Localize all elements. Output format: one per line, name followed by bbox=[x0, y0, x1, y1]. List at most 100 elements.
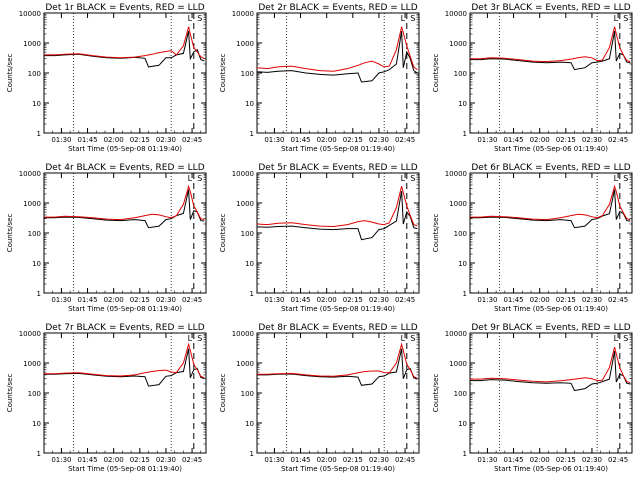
y-tick-label: 1000 bbox=[236, 40, 254, 48]
y-tick-label: 1 bbox=[463, 290, 467, 298]
y-tick-label: 100 bbox=[28, 70, 41, 78]
chart-title: Det 7r BLACK = Events, RED = LLD bbox=[45, 323, 204, 333]
y-tick-label: 100 bbox=[241, 390, 254, 398]
x-tick-label: 01:45 bbox=[290, 456, 310, 464]
x-axis-label: Start Time (05-Sep-08 01:19:40) bbox=[68, 145, 182, 153]
events-series-line bbox=[256, 31, 418, 83]
x-tick-label: 02:15 bbox=[556, 456, 576, 464]
plot-frame bbox=[43, 172, 207, 294]
x-tick-label: 01:45 bbox=[503, 296, 523, 304]
y-tick-label: 1000 bbox=[23, 200, 41, 208]
marker-annotation: S bbox=[623, 14, 628, 23]
y-tick-label: 100 bbox=[454, 70, 467, 78]
x-tick-label: 02:30 bbox=[582, 456, 602, 464]
y-axis-label: Counts/sec bbox=[6, 214, 14, 253]
x-tick-label: 01:45 bbox=[290, 296, 310, 304]
chart-panel: Det 9r BLACK = Events, RED = LLD Counts/s… bbox=[432, 323, 633, 473]
x-tick-label: 01:30 bbox=[477, 296, 497, 304]
chart-title: Det 5r BLACK = Events, RED = LLD bbox=[258, 163, 417, 173]
x-tick-label: 02:00 bbox=[317, 296, 337, 304]
plot-frame bbox=[256, 332, 420, 454]
y-tick-label: 100 bbox=[454, 390, 467, 398]
x-tick-label: 02:00 bbox=[104, 456, 124, 464]
x-tick-label: 02:45 bbox=[182, 296, 202, 304]
x-tick-label: 01:45 bbox=[77, 136, 97, 144]
y-axis-label: Counts/sec bbox=[6, 54, 14, 93]
y-tick-label: 1 bbox=[37, 130, 41, 138]
lld-series-line bbox=[44, 26, 205, 60]
y-tick-label: 1 bbox=[37, 290, 41, 298]
lld-series-line bbox=[44, 342, 205, 379]
chart-panel: Det 1r BLACK = Events, RED = LLD Counts/s… bbox=[6, 3, 207, 153]
events-series-line bbox=[44, 348, 205, 387]
chart-title: Det 9r BLACK = Events, RED = LLD bbox=[471, 323, 630, 333]
marker-annotation: L bbox=[401, 334, 406, 343]
x-tick-label: 02:45 bbox=[182, 456, 202, 464]
chart-title: Det 2r BLACK = Events, RED = LLD bbox=[258, 3, 417, 13]
y-axis-label: Counts/sec bbox=[219, 374, 227, 413]
y-tick-label: 1000 bbox=[23, 40, 41, 48]
x-tick-label: 02:15 bbox=[130, 296, 150, 304]
y-axis-label: Counts/sec bbox=[219, 54, 227, 93]
y-axis-label: Counts/sec bbox=[432, 374, 440, 413]
y-tick-label: 10000 bbox=[232, 170, 254, 178]
y-tick-label: 100 bbox=[28, 230, 41, 238]
y-axis-label: Counts/sec bbox=[219, 214, 227, 253]
y-tick-label: 1000 bbox=[449, 360, 467, 368]
events-series-line bbox=[256, 191, 418, 241]
x-tick-label: 02:30 bbox=[582, 136, 602, 144]
y-tick-label: 10000 bbox=[232, 10, 254, 18]
x-tick-label: 02:00 bbox=[530, 296, 550, 304]
y-tick-label: 10 bbox=[32, 260, 41, 268]
x-tick-label: 02:00 bbox=[104, 136, 124, 144]
y-tick-label: 1000 bbox=[449, 200, 467, 208]
x-tick-label: 02:15 bbox=[556, 296, 576, 304]
y-tick-label: 10000 bbox=[445, 10, 467, 18]
x-tick-label: 02:30 bbox=[369, 136, 389, 144]
plot-frame bbox=[256, 12, 420, 134]
marker-annotation: L bbox=[188, 14, 193, 23]
x-tick-label: 01:30 bbox=[264, 136, 284, 144]
chart-title: Det 8r BLACK = Events, RED = LLD bbox=[258, 323, 417, 333]
y-tick-label: 10000 bbox=[19, 330, 41, 338]
x-tick-label: 01:45 bbox=[290, 136, 310, 144]
marker-annotation: S bbox=[410, 334, 415, 343]
x-tick-label: 02:00 bbox=[104, 296, 124, 304]
chart-panel: Det 4r BLACK = Events, RED = LLD Counts/s… bbox=[6, 163, 207, 313]
y-tick-label: 1000 bbox=[236, 200, 254, 208]
chart-title: Det 1r BLACK = Events, RED = LLD bbox=[45, 3, 204, 13]
lld-series-line bbox=[470, 346, 631, 384]
plot-frame bbox=[256, 172, 420, 294]
y-tick-label: 10 bbox=[32, 100, 41, 108]
x-tick-label: 02:15 bbox=[556, 136, 576, 144]
chart-panel: Det 8r BLACK = Events, RED = LLD Counts/s… bbox=[219, 323, 420, 473]
x-tick-label: 02:30 bbox=[582, 296, 602, 304]
y-tick-label: 1 bbox=[250, 290, 254, 298]
y-tick-label: 100 bbox=[241, 230, 254, 238]
marker-annotation: L bbox=[401, 174, 406, 183]
chart-panel: Det 5r BLACK = Events, RED = LLD Counts/s… bbox=[219, 163, 420, 313]
chart-panel: Det 7r BLACK = Events, RED = LLD Counts/s… bbox=[6, 323, 207, 473]
lld-series-line bbox=[470, 184, 631, 221]
x-axis-label: Start Time (05-Sep-08 01:19:40) bbox=[68, 465, 182, 473]
x-tick-label: 01:30 bbox=[477, 456, 497, 464]
x-tick-label: 02:45 bbox=[395, 136, 415, 144]
x-tick-label: 02:30 bbox=[156, 296, 176, 304]
marker-annotation: S bbox=[623, 334, 628, 343]
y-axis-label: Counts/sec bbox=[432, 214, 440, 253]
chart-panel: Det 3r BLACK = Events, RED = LLD Counts/s… bbox=[432, 3, 633, 153]
marker-annotation: S bbox=[410, 14, 415, 23]
y-tick-label: 1000 bbox=[236, 360, 254, 368]
y-tick-label: 1 bbox=[463, 130, 467, 138]
events-series-line bbox=[470, 189, 631, 229]
lld-series-line bbox=[256, 186, 418, 228]
y-tick-label: 10 bbox=[245, 260, 254, 268]
y-tick-label: 1000 bbox=[23, 360, 41, 368]
x-tick-label: 01:30 bbox=[51, 456, 71, 464]
x-axis-label: Start Time (05-Sep-06 01:19:40) bbox=[494, 305, 608, 313]
events-series-line bbox=[44, 30, 205, 68]
chart-panel: Det 6r BLACK = Events, RED = LLD Counts/s… bbox=[432, 163, 633, 313]
y-axis-label: Counts/sec bbox=[6, 374, 14, 413]
y-tick-label: 10000 bbox=[232, 330, 254, 338]
